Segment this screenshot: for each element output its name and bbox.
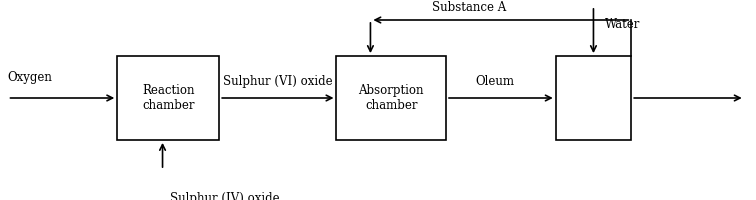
Text: Sulphur (VI) oxide: Sulphur (VI) oxide [223,75,333,88]
Text: Oleum: Oleum [476,75,515,88]
Text: Reaction
chamber: Reaction chamber [142,84,194,112]
Text: Oxygen: Oxygen [8,71,52,84]
Text: Substance A: Substance A [432,1,506,14]
Text: Water: Water [605,18,640,30]
Text: Absorption
chamber: Absorption chamber [358,84,424,112]
Text: Sulphur (IV) oxide: Sulphur (IV) oxide [170,192,280,200]
FancyBboxPatch shape [117,56,219,140]
FancyBboxPatch shape [336,56,446,140]
FancyBboxPatch shape [556,56,631,140]
